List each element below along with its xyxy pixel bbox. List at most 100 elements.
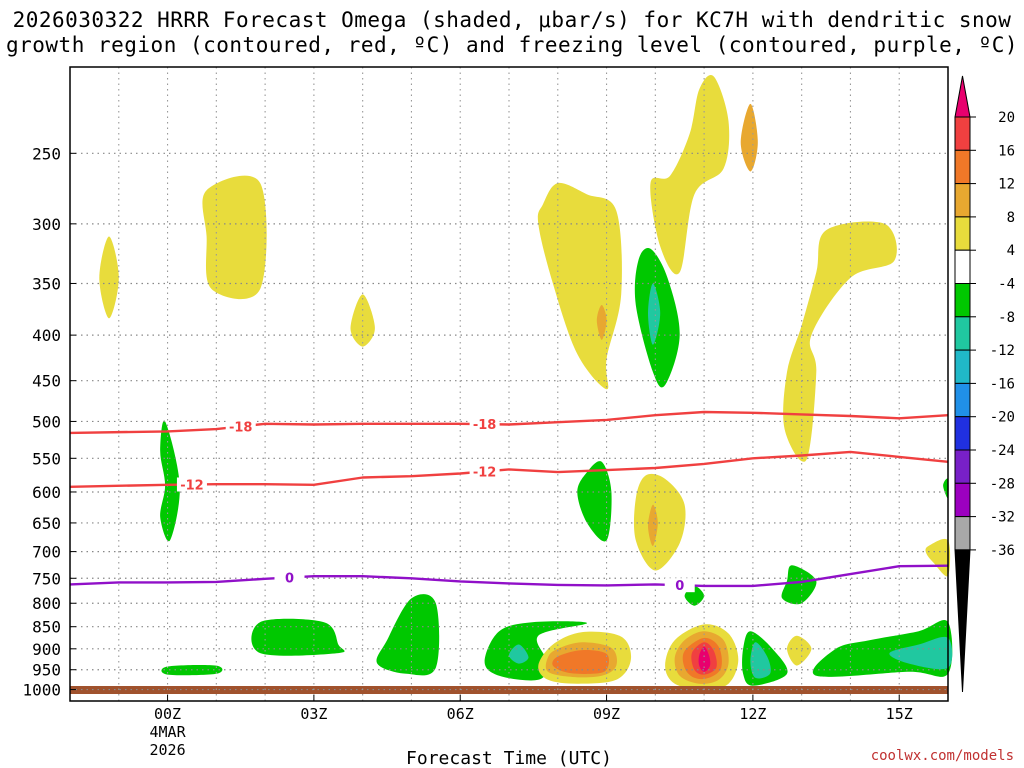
omega-region	[889, 636, 953, 670]
colorbar-swatch	[954, 416, 971, 451]
plot-frame	[69, 66, 949, 702]
y-tick-label: 900	[32, 640, 61, 659]
y-tick-label: 250	[32, 144, 61, 163]
contour-0C	[69, 564, 949, 588]
omega-region	[650, 74, 730, 275]
contour-label: -12	[473, 465, 497, 480]
colorbar-label: 4	[1007, 243, 1015, 259]
colorbar-label: 12	[998, 177, 1015, 193]
colorbar-swatch	[954, 183, 971, 218]
colorbar-swatch	[954, 283, 971, 318]
omega-region	[740, 103, 758, 172]
omega-region	[596, 305, 607, 340]
contour--18C	[69, 410, 949, 435]
colorbar-swatch	[954, 382, 971, 418]
colorbar-swatch	[954, 149, 971, 185]
contour-label: 0	[675, 579, 684, 594]
colorbar-label: -32	[990, 510, 1015, 526]
y-tick-label: 600	[32, 483, 61, 502]
contour-label: -18	[473, 418, 497, 433]
y-tick-label: 1000	[22, 681, 61, 700]
contour-label: 0	[285, 572, 294, 587]
x-tick-label: 06Z	[447, 705, 474, 723]
colorbar-bottom-arrow	[954, 549, 971, 693]
colorbar-label: -4	[998, 277, 1015, 293]
omega-shading	[99, 74, 953, 690]
colorbar-swatch	[954, 349, 971, 384]
omega-region	[925, 538, 951, 577]
x-tick-label: 03Z	[300, 705, 327, 723]
omega-region	[376, 594, 440, 676]
credit-text: coolwx.com/models	[871, 748, 1014, 764]
y-tick-label: 650	[32, 514, 61, 533]
y-tick-label: 350	[32, 274, 61, 293]
colorbar-label: -28	[990, 476, 1015, 492]
x-tick-label: 15Z	[886, 705, 913, 723]
colorbar-label: 8	[1007, 210, 1015, 226]
contours: -18 -18 -12 -12 0 0	[69, 410, 949, 594]
colorbar-swatch	[954, 316, 971, 351]
colorbar-swatch	[954, 216, 971, 251]
y-tick-label: 750	[32, 569, 61, 588]
contour-label-bg	[469, 417, 500, 432]
colorbar-label: 20	[998, 110, 1015, 126]
x-tick-label: 12Z	[739, 705, 766, 723]
omega-region	[484, 621, 588, 681]
contour-label: -18	[229, 420, 253, 435]
contour-label-bg	[274, 570, 305, 585]
contour-label-bg	[225, 419, 256, 434]
y-tick-label: 400	[32, 326, 61, 345]
colorbar-label: -16	[990, 376, 1015, 392]
omega-region	[787, 635, 812, 666]
colorbar-label: -12	[990, 343, 1015, 359]
colorbar-swatch	[954, 249, 971, 284]
omega-region	[648, 283, 661, 345]
y-tick-label: 300	[32, 215, 61, 234]
colorbar-label: 16	[998, 143, 1015, 159]
omega-region	[783, 221, 897, 462]
x-tick-date: 4MAR	[149, 723, 186, 741]
y-axis: 250 300 350 400 450 500 550 600 650 700 750 800 850 9…	[22, 144, 76, 700]
colorbar-swatch	[954, 116, 971, 151]
y-tick-label: 500	[32, 412, 61, 431]
contour--12C	[69, 450, 949, 488]
x-tick-year: 2026	[149, 741, 185, 759]
omega-region	[552, 650, 610, 674]
colorbar-swatch	[954, 482, 971, 518]
y-tick-label: 450	[32, 372, 61, 391]
omega-region	[202, 175, 267, 300]
colorbar-label: -20	[990, 410, 1015, 426]
omega-region	[750, 642, 771, 679]
y-tick-label: 800	[32, 594, 61, 613]
contour-label-bg	[176, 477, 207, 492]
colorbar-top-arrow	[954, 75, 971, 118]
y-tick-label: 700	[32, 543, 61, 562]
contour-label-bg	[469, 464, 500, 479]
y-tick-label: 550	[32, 449, 61, 468]
chart-title-line2: growth region (contoured, red, ºC) and f…	[5, 33, 1019, 57]
omega-region	[509, 644, 529, 664]
colorbar-label: -8	[998, 310, 1015, 326]
omega-region	[633, 473, 686, 571]
omega-region	[160, 420, 180, 542]
contour-label-bg	[664, 578, 695, 593]
colorbar: 20 16 12 8 4 -4 -8 -12 -16 -20 -24 -28 -32 -36	[954, 75, 1015, 693]
x-tick-label: 09Z	[593, 705, 620, 723]
chart-title-line1: 2026030322 HRRR Forecast Omega (shaded, …	[12, 8, 1012, 32]
omega-region	[781, 565, 817, 605]
omega-region	[537, 182, 622, 390]
omega-region	[99, 236, 119, 319]
x-tick-label: 00Z	[154, 705, 181, 723]
colorbar-swatch	[954, 516, 971, 551]
omega-region	[251, 618, 345, 656]
x-axis-label: Forecast Time (UTC)	[406, 748, 612, 768]
y-tick-label: 850	[32, 618, 61, 637]
grid	[70, 67, 948, 701]
omega-region	[577, 461, 612, 542]
omega-region	[698, 646, 711, 672]
omega-region	[943, 478, 949, 499]
contour-label: -12	[180, 478, 204, 493]
colorbar-label: -24	[990, 443, 1015, 459]
